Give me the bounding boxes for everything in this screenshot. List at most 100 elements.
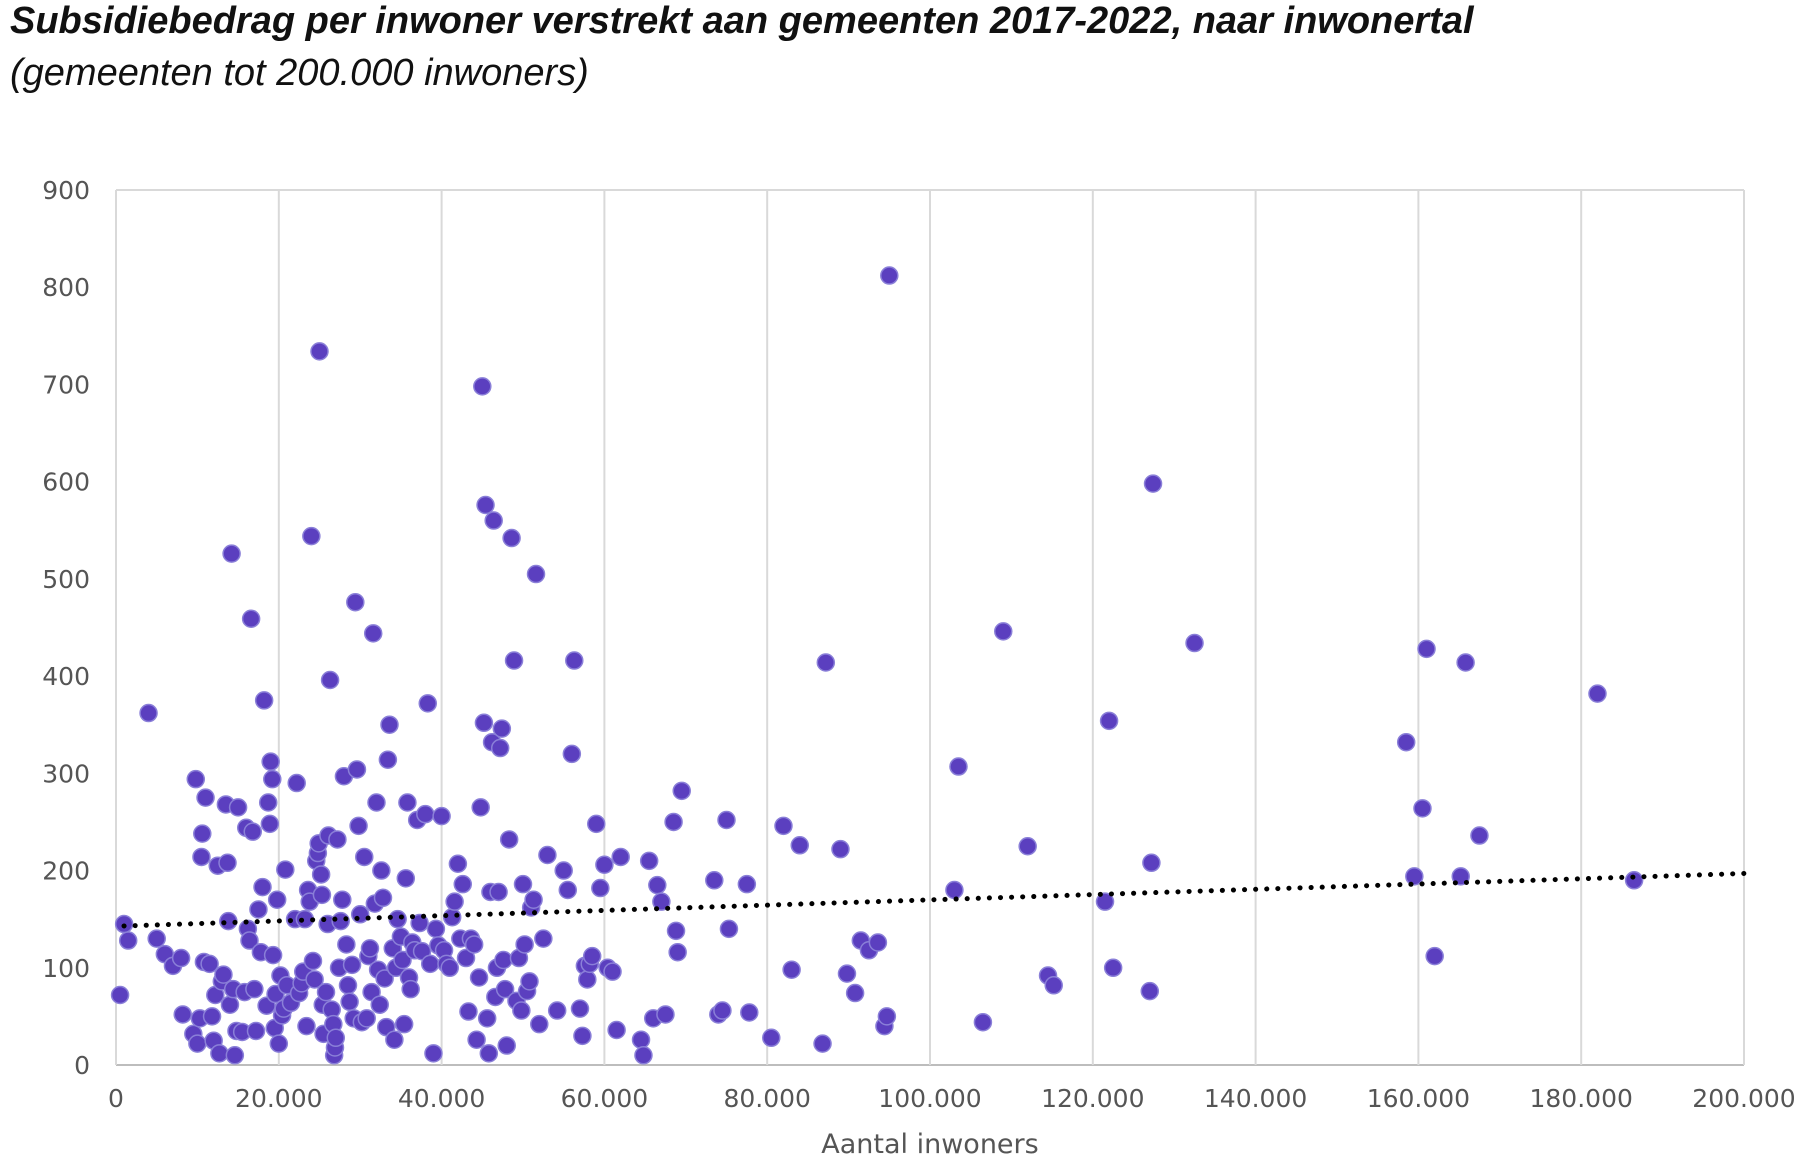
data-point bbox=[448, 854, 468, 873]
data-point bbox=[499, 830, 519, 849]
data-point bbox=[410, 913, 429, 933]
data-point bbox=[432, 806, 451, 826]
data-point bbox=[526, 564, 546, 584]
data-point bbox=[398, 793, 417, 812]
data-point bbox=[945, 880, 964, 900]
data-point bbox=[118, 931, 138, 950]
data-point bbox=[492, 719, 512, 738]
data-point bbox=[520, 972, 539, 991]
data-point bbox=[253, 877, 272, 897]
data-point bbox=[287, 773, 306, 793]
data-point bbox=[504, 651, 524, 670]
data-point bbox=[1143, 474, 1163, 493]
data-point bbox=[1142, 853, 1161, 873]
data-point bbox=[484, 511, 503, 530]
data-point bbox=[192, 847, 211, 867]
y-tick-label: 500 bbox=[42, 565, 90, 594]
data-point bbox=[469, 968, 489, 987]
data-point bbox=[367, 793, 386, 812]
data-point bbox=[1425, 946, 1444, 966]
data-point bbox=[210, 1044, 229, 1063]
data-point bbox=[565, 651, 584, 670]
data-point bbox=[664, 812, 683, 832]
data-point bbox=[1099, 711, 1119, 731]
data-point bbox=[360, 939, 380, 958]
data-point bbox=[342, 955, 362, 975]
data-point bbox=[246, 1021, 266, 1041]
data-point bbox=[473, 377, 492, 396]
data-point bbox=[652, 892, 671, 911]
trendline bbox=[121, 870, 1747, 929]
data-point bbox=[202, 1007, 222, 1026]
data-point bbox=[713, 1001, 732, 1020]
y-tick-label: 200 bbox=[42, 857, 90, 886]
data-point bbox=[668, 942, 687, 962]
y-tick-label: 100 bbox=[42, 954, 90, 983]
data-point bbox=[1095, 892, 1115, 911]
y-tick-label: 0 bbox=[74, 1051, 90, 1080]
data-point bbox=[737, 874, 757, 894]
data-point bbox=[310, 342, 329, 361]
grid-lines bbox=[115, 189, 1745, 1066]
data-point bbox=[200, 954, 219, 974]
data-point bbox=[258, 793, 278, 812]
data-point bbox=[196, 788, 215, 807]
data-point bbox=[816, 653, 836, 672]
data-point bbox=[774, 816, 793, 836]
data-point bbox=[173, 1005, 192, 1024]
data-point bbox=[302, 526, 321, 546]
data-point bbox=[249, 900, 268, 919]
data-point bbox=[1417, 639, 1436, 659]
data-point bbox=[241, 609, 261, 628]
y-tick-label: 800 bbox=[42, 273, 90, 302]
data-point bbox=[740, 1003, 759, 1022]
data-point bbox=[868, 933, 888, 952]
data-point bbox=[949, 757, 968, 776]
data-point bbox=[440, 958, 459, 978]
data-point bbox=[393, 950, 412, 970]
data-point bbox=[305, 970, 324, 989]
data-point bbox=[495, 979, 515, 999]
data-point bbox=[603, 962, 622, 981]
data-point bbox=[375, 969, 394, 988]
data-points bbox=[110, 266, 1644, 1065]
data-point bbox=[401, 979, 420, 999]
x-tick-label: 100.000 bbox=[878, 1084, 981, 1113]
x-tick-label: 180.000 bbox=[1530, 1084, 1633, 1113]
data-point bbox=[845, 983, 865, 1003]
chart-title: Subsidiebedrag per inwoner verstrekt aan… bbox=[10, 0, 1474, 42]
data-point bbox=[1185, 633, 1204, 653]
data-point bbox=[240, 931, 259, 950]
data-point bbox=[261, 752, 280, 771]
data-point bbox=[554, 861, 573, 880]
data-point bbox=[547, 1001, 567, 1020]
data-point bbox=[471, 798, 490, 817]
data-point bbox=[562, 744, 582, 764]
data-point bbox=[328, 830, 347, 849]
data-point bbox=[813, 1034, 832, 1053]
x-tick-label: 20.000 bbox=[235, 1084, 322, 1113]
data-point bbox=[171, 948, 191, 968]
data-point bbox=[591, 878, 610, 898]
data-point bbox=[611, 847, 630, 867]
y-tick-label: 700 bbox=[42, 370, 90, 399]
data-point bbox=[456, 948, 476, 968]
data-point bbox=[648, 875, 667, 895]
data-point bbox=[320, 670, 340, 690]
x-tick-label: 60.000 bbox=[561, 1084, 648, 1113]
data-point bbox=[558, 880, 578, 900]
data-point bbox=[994, 622, 1013, 641]
data-point bbox=[595, 855, 614, 874]
data-point bbox=[476, 495, 495, 515]
data-point bbox=[573, 1026, 592, 1046]
data-point bbox=[631, 1030, 651, 1049]
data-point bbox=[139, 703, 158, 723]
y-tick-label: 900 bbox=[42, 176, 90, 205]
y-tick-labels: 0 100 200 300 400 500 600 700 800 900 bbox=[42, 176, 90, 1080]
data-point bbox=[453, 874, 473, 894]
data-point bbox=[837, 964, 857, 983]
x-tick-label: 200.000 bbox=[1692, 1084, 1795, 1113]
data-point bbox=[502, 528, 521, 548]
data-point bbox=[424, 1044, 443, 1063]
